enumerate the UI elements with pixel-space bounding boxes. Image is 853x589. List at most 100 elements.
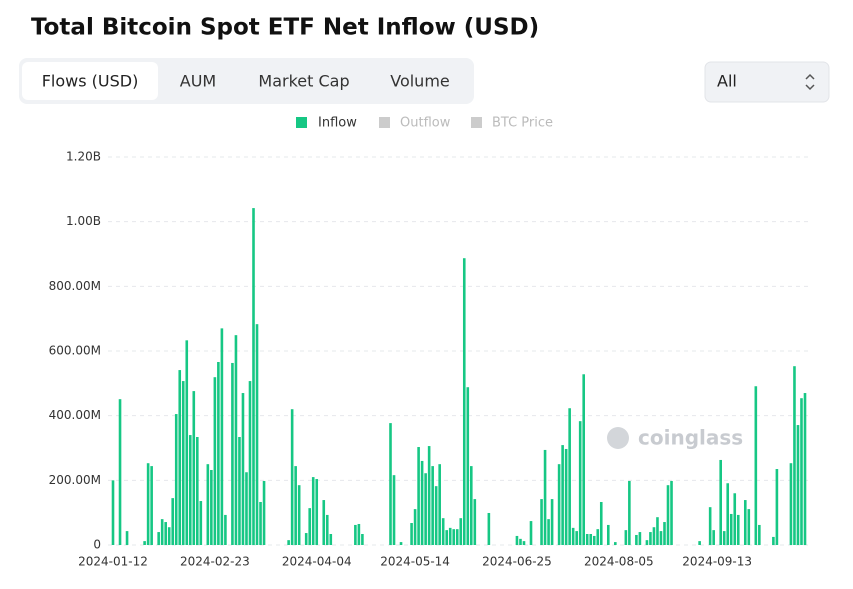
bar [181, 381, 185, 545]
tab[interactable]: Volume [390, 72, 450, 91]
bar [150, 466, 153, 545]
bar [188, 435, 192, 545]
bar [561, 445, 564, 545]
bar [775, 469, 779, 545]
bar [354, 524, 357, 545]
bar [571, 527, 575, 545]
bar [157, 532, 160, 545]
y-tick-label: 0 [93, 538, 101, 552]
bar [434, 486, 438, 545]
bar [624, 530, 628, 545]
bar [614, 542, 617, 545]
bar [754, 386, 758, 545]
bar [329, 534, 333, 545]
bar [466, 387, 470, 545]
bar [445, 530, 449, 545]
bar [399, 542, 403, 545]
bar [220, 328, 224, 545]
bar [599, 501, 603, 545]
legend-label-inactive[interactable]: BTC Price [492, 116, 553, 131]
bar [455, 529, 459, 545]
tab[interactable]: Flows (USD) [42, 72, 139, 91]
bar [733, 493, 737, 545]
bar [547, 519, 550, 545]
bar [666, 485, 670, 545]
bar [606, 524, 610, 545]
bar [287, 540, 290, 545]
bar [410, 523, 413, 545]
bar [361, 534, 364, 545]
legend-swatch-inactive [379, 117, 390, 128]
bar [417, 447, 420, 545]
legend-label[interactable]: Inflow [318, 116, 357, 131]
bar [540, 499, 543, 545]
bar [589, 534, 593, 545]
y-tick-label: 600.00M [49, 344, 101, 358]
bar [564, 448, 568, 545]
bar [793, 366, 796, 545]
bar [259, 501, 262, 545]
watermark: coinglass [607, 426, 743, 450]
bar [174, 414, 178, 545]
bar [800, 398, 803, 545]
bar [294, 466, 297, 545]
bar [315, 479, 319, 545]
bar [522, 541, 526, 545]
bar [125, 531, 129, 545]
range-select[interactable] [704, 61, 830, 103]
bar [743, 500, 747, 545]
bar [160, 519, 164, 545]
bar [304, 533, 308, 545]
bar [234, 335, 238, 545]
bar [803, 393, 807, 545]
chart-title: Total Bitcoin Spot ETF Net Inflow (USD) [31, 15, 539, 41]
bar [515, 535, 519, 545]
bar [392, 475, 396, 545]
bar [719, 459, 722, 545]
bar [663, 522, 666, 545]
bar [487, 512, 491, 545]
bar [659, 531, 663, 545]
bar [118, 399, 122, 545]
bar [224, 514, 227, 545]
bar [413, 509, 417, 545]
bar [146, 463, 150, 545]
bar [557, 464, 561, 545]
bar [325, 514, 329, 545]
tab[interactable]: AUM [180, 72, 216, 91]
x-tick-label: 2024-02-23 [180, 555, 250, 569]
bar [357, 523, 361, 545]
legend-label-inactive[interactable]: Outflow [400, 116, 451, 131]
bar [543, 449, 547, 545]
bar [192, 391, 196, 545]
bar [241, 393, 245, 545]
tab-active-bg [22, 62, 158, 100]
bar [143, 541, 146, 545]
bar [322, 500, 326, 545]
tab[interactable]: Market Cap [258, 72, 349, 91]
bar [431, 466, 434, 545]
bar [111, 480, 115, 545]
bar [462, 258, 466, 545]
bar [712, 530, 715, 545]
x-tick-label: 2024-04-04 [282, 555, 352, 569]
x-tick-label: 2024-06-25 [482, 555, 552, 569]
bar [262, 480, 266, 545]
bar [736, 514, 740, 545]
bar [438, 464, 441, 545]
bar [297, 485, 301, 545]
bar [290, 409, 294, 545]
bar [420, 460, 424, 545]
bar [424, 473, 427, 545]
bar [758, 524, 761, 545]
bar [469, 466, 473, 545]
bar [550, 499, 554, 545]
bar [726, 483, 730, 545]
bar [729, 513, 733, 545]
bar [308, 508, 312, 545]
bar [448, 527, 452, 545]
watermark-icon [607, 427, 629, 449]
bar [213, 377, 217, 545]
y-tick-label: 1.20B [66, 150, 101, 164]
